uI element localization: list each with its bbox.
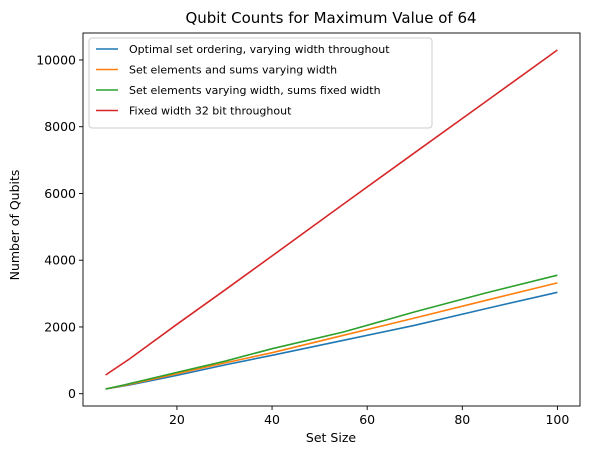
y-tick-label: 8000: [44, 119, 76, 134]
legend: Optimal set ordering, varying width thro…: [88, 37, 433, 129]
x-tick-label: 80: [454, 412, 470, 427]
x-axis-label: Set Size: [306, 430, 356, 445]
series-line-2: [105, 282, 558, 390]
legend-entry-3: Set elements varying width, sums fixed w…: [129, 84, 381, 97]
x-tick-label: 40: [264, 412, 280, 427]
y-tick-label: 4000: [44, 253, 76, 268]
series-line-4: [105, 49, 558, 376]
y-tick-label: 10000: [36, 52, 76, 67]
series-line-1: [105, 291, 558, 390]
x-tick-label: 60: [359, 412, 375, 427]
legend-entry-2: Set elements and sums varying width: [129, 64, 337, 77]
x-tick-label: 100: [545, 412, 569, 427]
chart-title: Qubit Counts for Maximum Value of 64: [185, 9, 476, 27]
legend-entry-1: Optimal set ordering, varying width thro…: [129, 43, 390, 56]
x-tick-label: 20: [169, 412, 185, 427]
y-tick-label: 2000: [44, 319, 76, 334]
y-tick-label: 0: [68, 386, 76, 401]
legend-entry-4: Fixed width 32 bit throughout: [129, 105, 292, 118]
series-line-3: [105, 274, 558, 390]
axis-ticks: 20 40 60 80 100 0 2000 4000 6000 8000 10000: [36, 52, 569, 427]
y-tick-label: 6000: [44, 186, 76, 201]
legend-box: [88, 37, 433, 129]
plot-area: [82, 32, 581, 407]
plot-frame: [82, 32, 581, 407]
y-axis-label: Number of Qubits: [7, 170, 22, 281]
